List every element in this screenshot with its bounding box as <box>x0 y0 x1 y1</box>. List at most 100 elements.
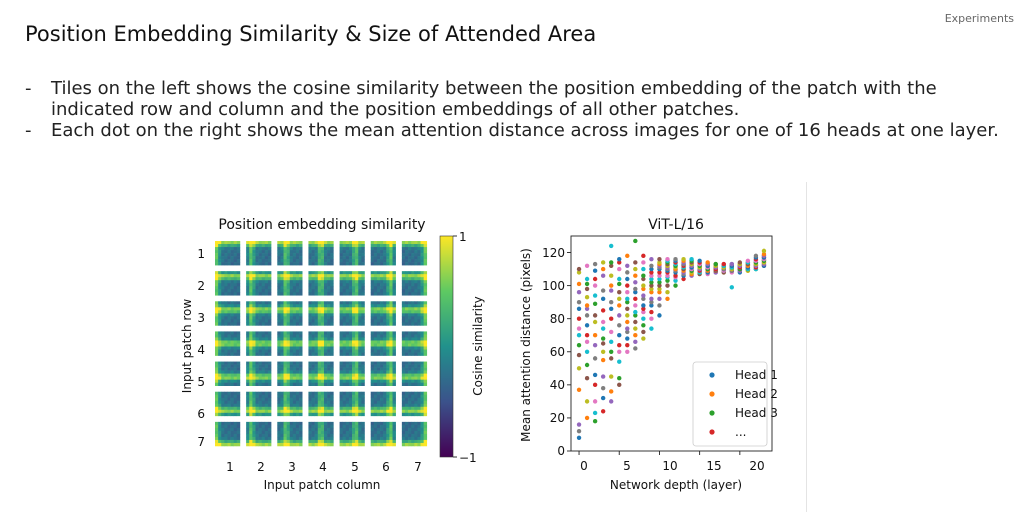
heatmap-cell <box>358 343 362 347</box>
heatmap-cell <box>218 397 222 402</box>
heatmap-cell <box>286 316 291 320</box>
heatmap-cell <box>221 409 225 414</box>
heatmap-cell <box>345 280 350 284</box>
heatmap-cell <box>286 436 291 441</box>
heatmap-cell <box>292 286 297 290</box>
heatmap-cell <box>299 343 303 347</box>
heatmap-cell <box>286 361 291 365</box>
heatmap-tile <box>401 331 428 356</box>
heatmap-cell <box>295 361 300 365</box>
heatmap-cell <box>327 277 331 281</box>
heatmap-cell <box>246 364 250 368</box>
heatmap-cell <box>355 244 359 248</box>
heatmap-cell <box>408 409 412 414</box>
heatmap-cell <box>280 394 284 399</box>
heatmap-cell <box>292 244 297 248</box>
heatmap-tile <box>277 361 303 386</box>
heatmap-cell <box>283 394 287 399</box>
heatmap-cell <box>386 376 390 380</box>
heatmap-cell <box>352 439 356 444</box>
heatmap-cell <box>230 307 234 311</box>
heatmap-cell <box>264 442 269 447</box>
heatmap-cell <box>249 316 253 320</box>
heatmap-cell <box>283 262 287 266</box>
scatter-point <box>592 301 598 307</box>
heatmap-cell <box>389 292 393 296</box>
heatmap-cell <box>249 262 253 266</box>
scatter-point <box>584 362 590 368</box>
scatter-point <box>576 270 582 275</box>
heatmap-cell <box>376 349 381 353</box>
heatmap-cell <box>411 307 415 311</box>
heatmap-cell <box>380 334 384 338</box>
heatmap-cell <box>401 280 406 284</box>
heatmap-cell <box>330 409 334 414</box>
heatmap-cell <box>411 352 415 356</box>
heatmap-cell <box>389 334 393 338</box>
heatmap-cell <box>383 286 387 290</box>
heatmap-cell <box>264 334 269 338</box>
scatter-point <box>617 303 622 308</box>
heatmap-cell <box>324 289 328 293</box>
heatmap-cell <box>280 307 284 311</box>
heatmap-cell <box>408 439 412 444</box>
heatmap-cell <box>317 406 322 411</box>
heatmap-tile <box>308 421 334 447</box>
heatmap-cell <box>411 262 415 266</box>
heatmap-cell <box>308 352 312 356</box>
x-tick-label: 0 <box>580 459 588 473</box>
heatmap-cell <box>314 367 319 371</box>
heatmap-cell <box>389 361 393 365</box>
heatmap-cell <box>392 361 396 365</box>
heatmap-cell <box>408 427 412 432</box>
heatmap-cell <box>286 340 291 344</box>
heatmap-cell <box>267 253 272 257</box>
heatmap-cell <box>380 412 384 417</box>
heatmap-cell <box>221 364 225 368</box>
heatmap-cell <box>342 364 347 368</box>
heatmap-cell <box>420 349 424 353</box>
heatmap-cell <box>215 364 219 368</box>
heatmap-cell <box>401 319 406 323</box>
heatmap-cell <box>355 313 359 317</box>
heatmap-tiles <box>215 241 428 447</box>
heatmap-cell <box>420 367 424 371</box>
heatmap-cell <box>215 436 219 441</box>
heatmap-cell <box>389 274 393 278</box>
heatmap-cell <box>227 253 231 257</box>
heatmap-cell <box>330 253 334 257</box>
heatmap-cell <box>411 430 415 435</box>
heatmap-cell <box>376 400 381 405</box>
heatmap-cell <box>267 331 272 335</box>
heatmap-cell <box>261 280 266 284</box>
heatmap-cell <box>324 259 328 263</box>
heatmap-cell <box>286 292 291 296</box>
heatmap-cell <box>283 343 287 347</box>
heatmap-cell <box>348 313 353 317</box>
heatmap-cell <box>215 271 219 275</box>
heatmap-cell <box>389 304 393 308</box>
heatmap-cell <box>292 322 297 326</box>
heatmap-cell <box>420 262 424 266</box>
column-tick-label: 6 <box>382 460 390 474</box>
heatmap-cell <box>264 280 269 284</box>
heatmap-cell <box>383 391 387 396</box>
heatmap-cell <box>355 367 359 371</box>
heatmap-cell <box>417 286 421 290</box>
heatmap-cell <box>417 361 421 365</box>
heatmap-cell <box>324 373 328 377</box>
heatmap-cell <box>408 406 412 411</box>
heatmap-cell <box>355 370 359 374</box>
heatmap-cell <box>414 313 418 317</box>
heatmap-cell <box>401 373 406 377</box>
heatmap-cell <box>261 367 266 371</box>
heatmap-cell <box>258 289 263 293</box>
heatmap-cell <box>383 307 387 311</box>
heatmap-cell <box>224 271 228 275</box>
heatmap-cell <box>218 343 222 347</box>
heatmap-cell <box>373 346 378 350</box>
heatmap-cell <box>314 439 319 444</box>
heatmap-cell <box>286 304 291 308</box>
heatmap-cell <box>221 370 225 374</box>
heatmap-cell <box>370 319 375 323</box>
